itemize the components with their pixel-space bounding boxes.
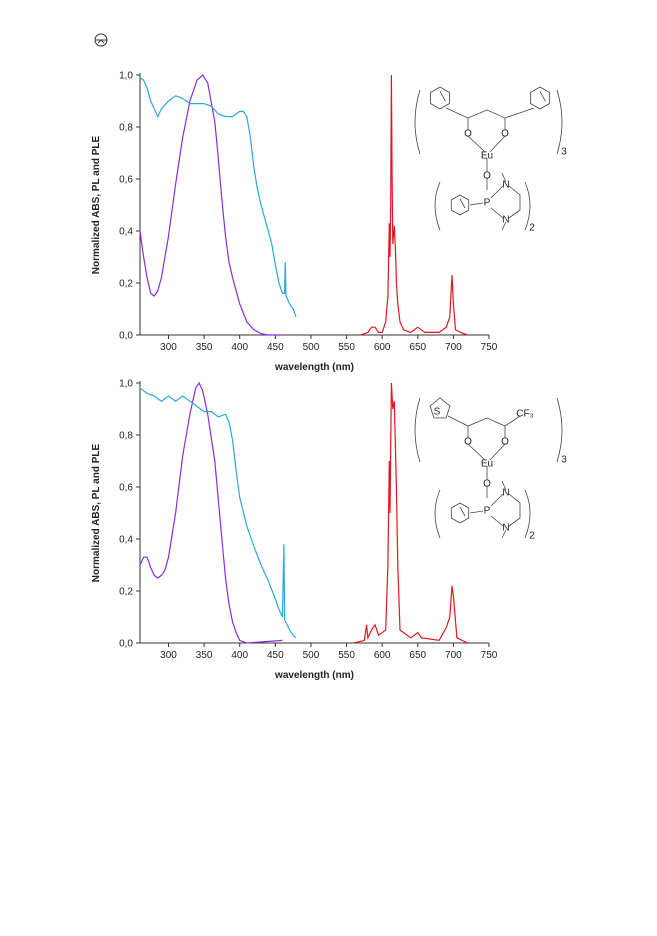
x-tick-label: 400 [231,650,248,661]
x-tick-label: 500 [303,650,320,661]
structure-label: N [502,488,509,499]
x-tick-label: 300 [160,342,177,353]
x-tick-label: 700 [445,650,462,661]
x-tick-label: 450 [267,342,284,353]
y-tick-label: 0,6 [119,483,133,494]
structure-bond [445,107,535,190]
structure-label: O [464,437,472,448]
structure-label: O [464,129,472,140]
x-tick-label: 750 [481,342,498,353]
structure-label: Eu [481,459,493,470]
structure-label: O [483,479,491,490]
y-tick-label: 0,8 [119,431,133,442]
structure-label: O [483,171,491,182]
structure-bond [414,89,563,155]
structure-bond [447,415,521,498]
x-tick-label: 700 [445,342,462,353]
y-tick-label: 0,0 [119,331,133,342]
x-tick-label: 600 [374,342,391,353]
spectrum-line [360,74,468,336]
x-axis-label: wavelength (nm) [274,670,354,681]
x-axis-label: wavelength (nm) [274,362,354,373]
y-tick-label: 0,4 [119,227,133,238]
structure-label: 3 [561,455,567,466]
structure-bond [450,194,470,216]
spectrum-line [139,387,297,639]
structure-label: 2 [529,223,535,234]
x-tick-label: 400 [231,342,248,353]
y-axis-label: Normalized ABS, PL and PLE [91,443,102,582]
structure-label: N [502,523,509,534]
y-tick-label: 1,0 [119,379,133,390]
structure-label: P [484,198,491,209]
spectrum-line [139,381,283,644]
x-tick-label: 300 [160,650,177,661]
y-tick-label: 0,2 [119,279,133,290]
structure-bond [530,86,550,110]
structure-bond [450,502,470,524]
structure-label: 3 [561,147,567,158]
y-tick-label: 1,0 [119,71,133,82]
structure-label: Eu [481,151,493,162]
x-tick-label: 600 [374,650,391,661]
structure-bond [429,397,451,419]
x-tick-label: 350 [196,342,213,353]
spectrum-line [353,382,468,644]
x-tick-label: 550 [338,650,355,661]
structure-label: N [502,180,509,191]
icon-mark [95,39,107,44]
x-tick-label: 450 [267,650,284,661]
x-tick-label: 350 [196,650,213,661]
y-tick-label: 0,2 [119,587,133,598]
structure-bond [469,172,521,231]
spectrum-line [139,74,283,336]
structure-label: CF₃ [516,409,533,420]
structure-bond [430,86,450,110]
structure-bond [469,480,521,539]
spectrum-line [139,77,297,318]
y-tick-label: 0,8 [119,123,133,134]
structure-label: 2 [529,531,535,542]
structure-bond [414,397,563,463]
structure-label: P [484,506,491,517]
axes [139,73,489,336]
y-tick-label: 0,6 [119,175,133,186]
structure-bond [434,489,531,539]
x-tick-label: 550 [338,342,355,353]
structure-label: S [434,407,441,418]
structure-label: O [501,129,509,140]
x-tick-label: 750 [481,650,498,661]
structure-label: O [501,437,509,448]
structure-label: N [502,215,509,226]
structure-bond [434,181,531,231]
x-tick-label: 500 [303,342,320,353]
y-tick-label: 0,4 [119,535,133,546]
axes [139,381,489,644]
y-axis-label: Normalized ABS, PL and PLE [91,135,102,274]
y-tick-label: 0,0 [119,639,133,650]
x-tick-label: 650 [409,650,426,661]
x-tick-label: 650 [409,342,426,353]
